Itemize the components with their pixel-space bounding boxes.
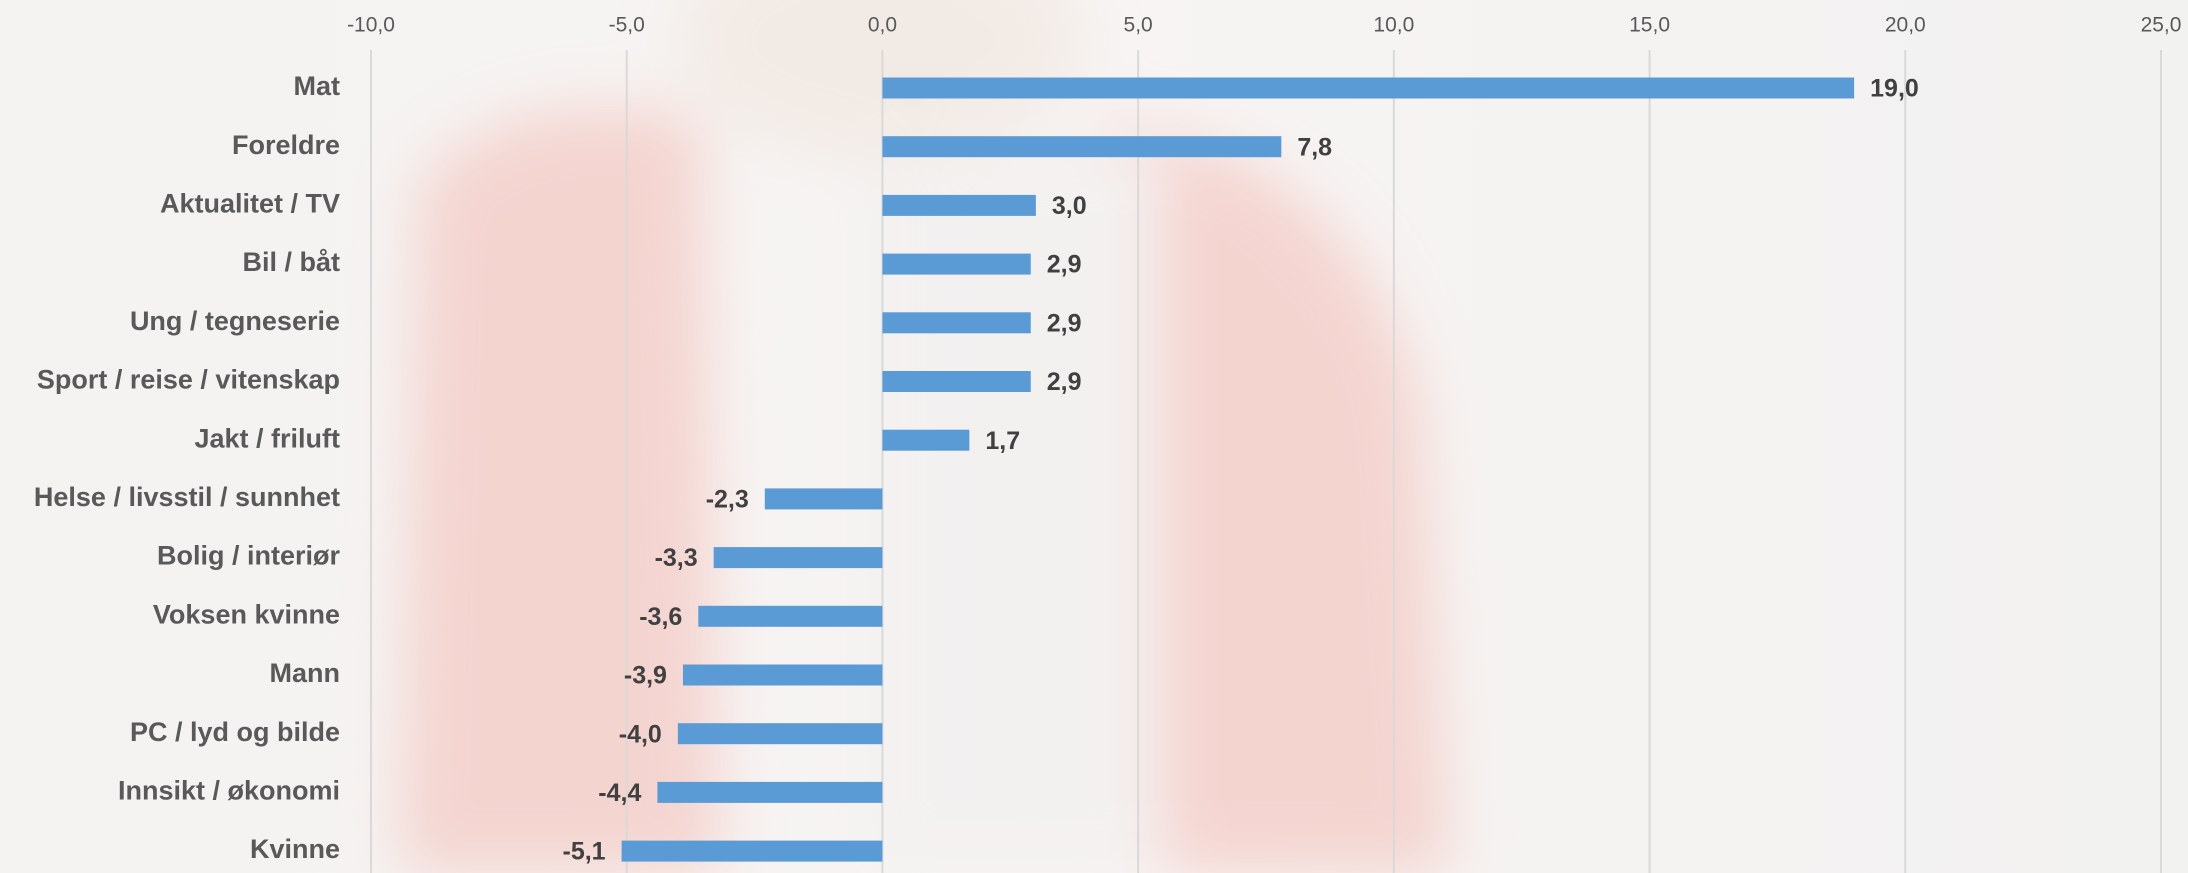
data-label: 2,9 [1047, 309, 1082, 337]
y-tick-label: Kvinne [250, 834, 340, 864]
x-tick-label: 5,0 [1124, 14, 1153, 37]
x-tick-label: -5,0 [609, 14, 645, 37]
bar [882, 253, 1031, 275]
x-tick-label: -10,0 [347, 14, 395, 37]
x-tick-label: 20,0 [1885, 14, 1926, 37]
data-label: 19,0 [1870, 75, 1919, 103]
data-label: -3,3 [655, 544, 698, 572]
y-tick-label: Sport / reise / vitenskap [37, 365, 340, 395]
bar [682, 664, 883, 686]
data-label: -3,6 [639, 603, 682, 631]
bar [657, 781, 883, 803]
bar [713, 547, 883, 569]
bar [882, 371, 1031, 392]
y-tick-label: Innsikt / økonomi [118, 776, 340, 806]
data-label: 2,9 [1047, 368, 1082, 396]
x-tick-label: 15,0 [1629, 14, 1670, 37]
x-tick-label: 0,0 [868, 14, 897, 37]
data-label: 3,0 [1052, 192, 1087, 220]
data-label: -4,0 [619, 720, 662, 748]
y-tick-label: Mann [270, 658, 341, 688]
background-photo [400, 0, 1450, 873]
bar [882, 429, 970, 451]
y-tick-label: PC / lyd og bilde [130, 717, 340, 747]
y-tick-label: Mat [294, 71, 341, 101]
bar [882, 194, 1036, 216]
data-label: 2,9 [1047, 251, 1082, 279]
data-label: -3,9 [624, 662, 667, 690]
data-label: 7,8 [1297, 133, 1332, 161]
data-label: -5,1 [563, 838, 606, 866]
y-tick-label: Jakt / friluft [194, 423, 340, 453]
x-tick-label: 25,0 [2141, 14, 2182, 37]
data-label: -2,3 [706, 486, 749, 514]
bar [764, 488, 883, 510]
bar [698, 605, 883, 627]
y-tick-label: Bolig / interiør [157, 541, 340, 571]
y-tick-label: Aktualitet / TV [160, 189, 340, 219]
bar [677, 723, 883, 745]
data-label: -4,4 [598, 779, 641, 807]
y-tick-label: Bil / båt [242, 247, 340, 277]
bar [882, 77, 1855, 99]
x-tick-label: 10,0 [1373, 14, 1414, 37]
y-tick-label: Foreldre [232, 130, 340, 160]
bar [882, 312, 1031, 334]
y-tick-label: Helse / livsstil / sunnhet [34, 482, 340, 512]
bar [621, 840, 883, 862]
y-tick-label: Ung / tegneserie [130, 306, 340, 336]
bar [882, 136, 1282, 158]
data-label: 1,7 [985, 427, 1020, 455]
y-tick-label: Voksen kvinne [153, 599, 340, 629]
